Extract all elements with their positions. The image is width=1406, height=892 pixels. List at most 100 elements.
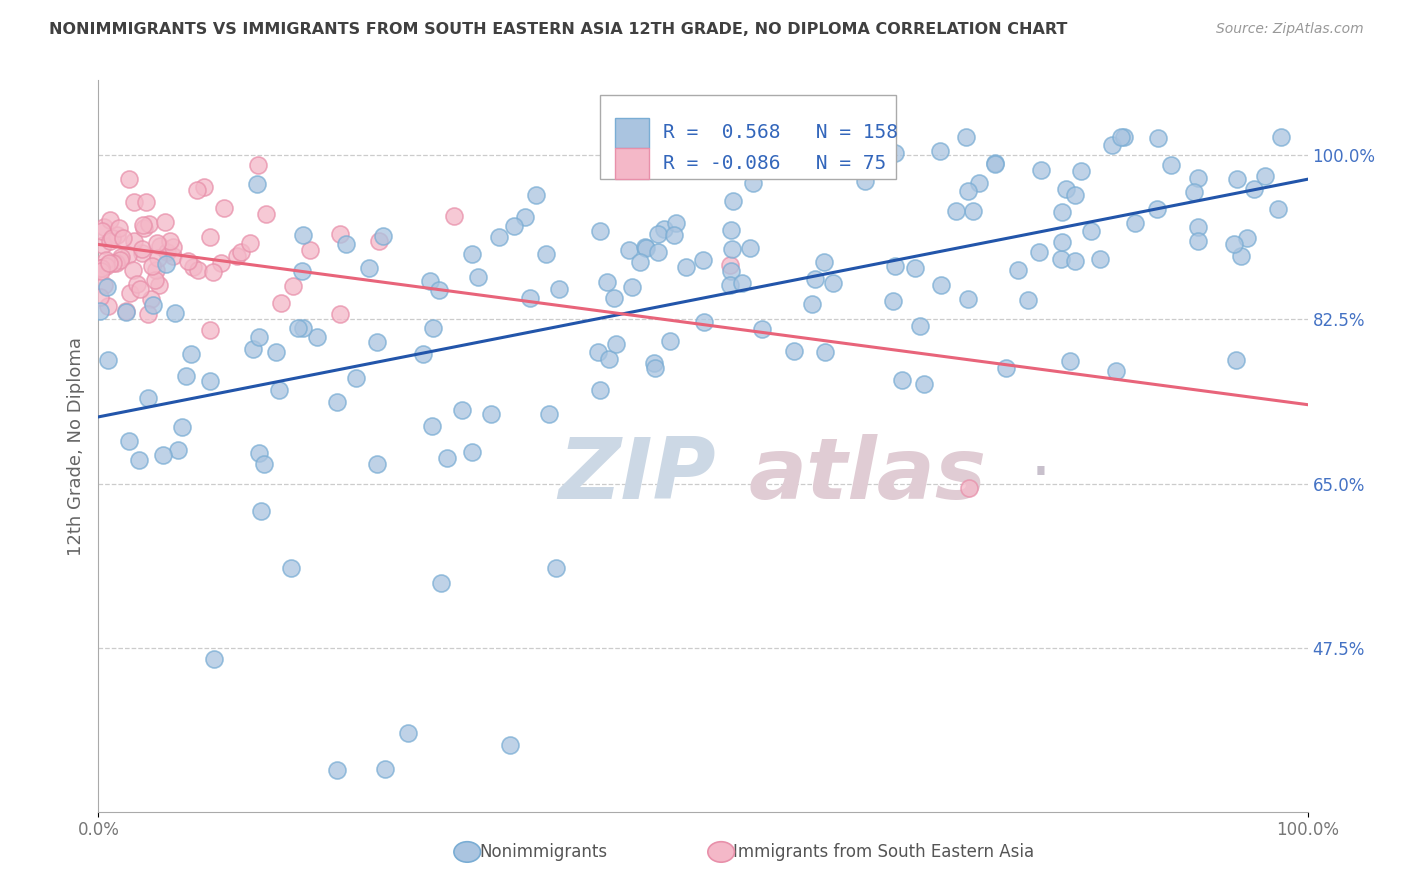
Point <box>779 129 801 144</box>
Point <box>589 224 612 238</box>
Point <box>329 227 352 241</box>
Point <box>945 204 967 219</box>
Point <box>98 213 121 227</box>
Point <box>346 371 368 385</box>
Point <box>186 183 208 197</box>
Point <box>122 194 145 209</box>
Point <box>198 323 221 337</box>
Point <box>1028 245 1050 260</box>
Point <box>172 420 194 434</box>
Point <box>287 321 309 335</box>
Point <box>589 383 612 397</box>
Point <box>1230 249 1253 263</box>
Point <box>89 290 111 304</box>
Point <box>326 395 349 409</box>
Point <box>177 253 200 268</box>
Point <box>146 251 169 265</box>
Point <box>107 227 129 242</box>
Point <box>1050 235 1073 250</box>
Point <box>957 481 980 495</box>
Point <box>135 195 157 210</box>
Point <box>1064 254 1087 268</box>
Point <box>91 224 114 238</box>
Point <box>326 763 349 777</box>
Point <box>420 419 443 434</box>
Point <box>721 242 744 256</box>
Point <box>1070 164 1092 178</box>
Point <box>96 259 118 273</box>
Point <box>122 234 145 248</box>
Point <box>855 174 877 188</box>
Point <box>537 407 560 421</box>
Point <box>605 336 627 351</box>
Point <box>198 374 221 388</box>
Point <box>143 273 166 287</box>
Point <box>515 211 537 225</box>
Point <box>1050 252 1073 266</box>
Point <box>90 261 112 276</box>
Point <box>269 383 291 397</box>
Point <box>813 255 835 269</box>
Point <box>436 451 458 466</box>
Point <box>1187 220 1209 235</box>
Point <box>1223 236 1246 251</box>
Point <box>721 194 744 209</box>
Point <box>162 249 184 263</box>
Point <box>366 335 388 350</box>
Text: ·: · <box>1029 442 1052 508</box>
Point <box>368 234 391 248</box>
Point <box>652 222 675 236</box>
Point <box>662 228 685 243</box>
Point <box>132 221 155 235</box>
Point <box>373 762 395 776</box>
Point <box>110 250 132 264</box>
Point <box>1050 205 1073 219</box>
Point <box>305 330 328 344</box>
Point <box>202 265 225 279</box>
Point <box>329 307 352 321</box>
Point <box>108 221 131 235</box>
Point <box>115 304 138 318</box>
Point <box>422 321 444 335</box>
Point <box>270 295 292 310</box>
Point <box>634 241 657 255</box>
Point <box>586 344 609 359</box>
Point <box>96 253 118 268</box>
Point <box>127 277 149 292</box>
Point <box>461 444 484 458</box>
Point <box>93 220 115 235</box>
Point <box>174 368 197 383</box>
Point <box>731 276 754 290</box>
FancyBboxPatch shape <box>614 118 648 148</box>
Point <box>291 264 314 278</box>
Point <box>117 434 139 448</box>
Point <box>118 171 141 186</box>
Point <box>718 259 741 273</box>
Point <box>994 360 1017 375</box>
Point <box>180 346 202 360</box>
Point <box>479 407 502 421</box>
Point <box>1267 202 1289 216</box>
Point <box>544 560 567 574</box>
Point <box>103 256 125 270</box>
Point <box>427 283 450 297</box>
Point <box>720 263 742 277</box>
Point <box>752 151 775 165</box>
Point <box>209 256 232 270</box>
Point <box>101 231 124 245</box>
Point <box>1270 129 1292 144</box>
Point <box>983 156 1005 170</box>
Point <box>141 298 163 312</box>
Point <box>443 209 465 223</box>
Point <box>121 263 143 277</box>
Text: ZIP: ZIP <box>558 434 716 516</box>
Point <box>1160 158 1182 172</box>
Point <box>598 352 620 367</box>
Point <box>908 319 931 334</box>
Point <box>335 237 357 252</box>
Point <box>149 239 172 253</box>
Point <box>412 347 434 361</box>
Point <box>291 320 314 334</box>
Point <box>281 278 304 293</box>
Point <box>903 261 925 276</box>
